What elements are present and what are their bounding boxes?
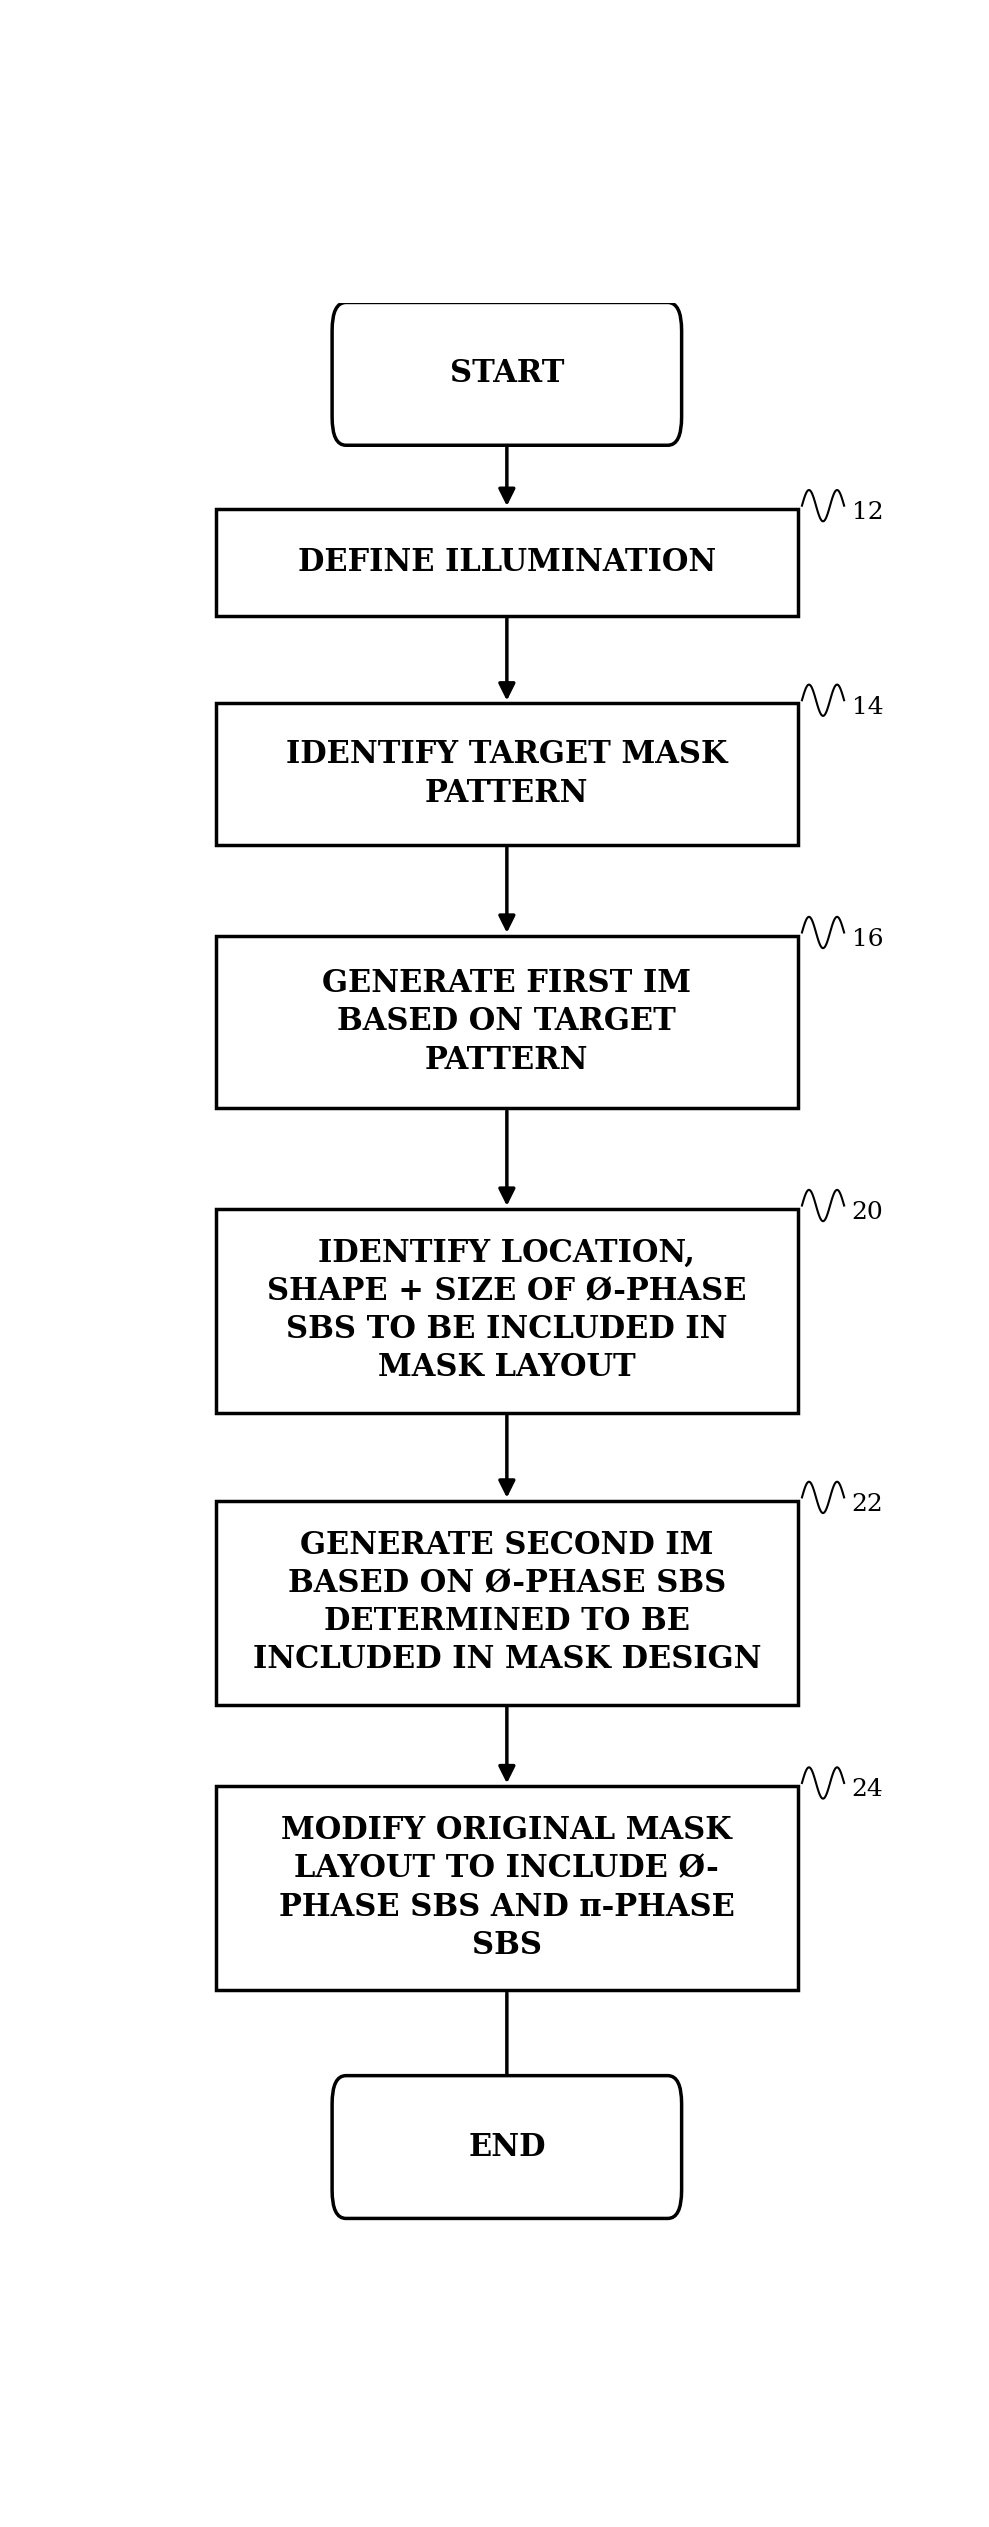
Text: 22: 22 (852, 1493, 883, 1516)
Bar (216, 508, 798, 617)
Bar (216, 1501, 798, 1706)
Bar (216, 1787, 798, 1991)
Bar (216, 1208, 798, 1413)
FancyBboxPatch shape (332, 303, 681, 445)
Text: MODIFY ORIGINAL MASK
LAYOUT TO INCLUDE Ø-
PHASE SBS AND π-PHASE
SBS: MODIFY ORIGINAL MASK LAYOUT TO INCLUDE Ø… (279, 1814, 735, 1961)
Text: IDENTIFY LOCATION,
SHAPE + SIZE OF Ø-PHASE
SBS TO BE INCLUDED IN
MASK LAYOUT: IDENTIFY LOCATION, SHAPE + SIZE OF Ø-PHA… (267, 1238, 747, 1382)
Text: DEFINE ILLUMINATION: DEFINE ILLUMINATION (298, 546, 716, 579)
Bar (216, 703, 798, 844)
Text: START: START (450, 359, 564, 389)
Text: 16: 16 (852, 927, 883, 950)
Text: END: END (468, 2133, 546, 2163)
Text: IDENTIFY TARGET MASK
PATTERN: IDENTIFY TARGET MASK PATTERN (286, 740, 728, 809)
Text: 14: 14 (852, 695, 883, 718)
Text: GENERATE FIRST IM
BASED ON TARGET
PATTERN: GENERATE FIRST IM BASED ON TARGET PATTER… (322, 968, 691, 1077)
FancyBboxPatch shape (332, 2075, 681, 2219)
Text: 12: 12 (852, 500, 883, 523)
Text: 20: 20 (852, 1200, 883, 1223)
Text: 24: 24 (852, 1779, 883, 1802)
Bar (216, 935, 798, 1109)
Text: GENERATE SECOND IM
BASED ON Ø-PHASE SBS
DETERMINED TO BE
INCLUDED IN MASK DESIGN: GENERATE SECOND IM BASED ON Ø-PHASE SBS … (252, 1529, 762, 1675)
